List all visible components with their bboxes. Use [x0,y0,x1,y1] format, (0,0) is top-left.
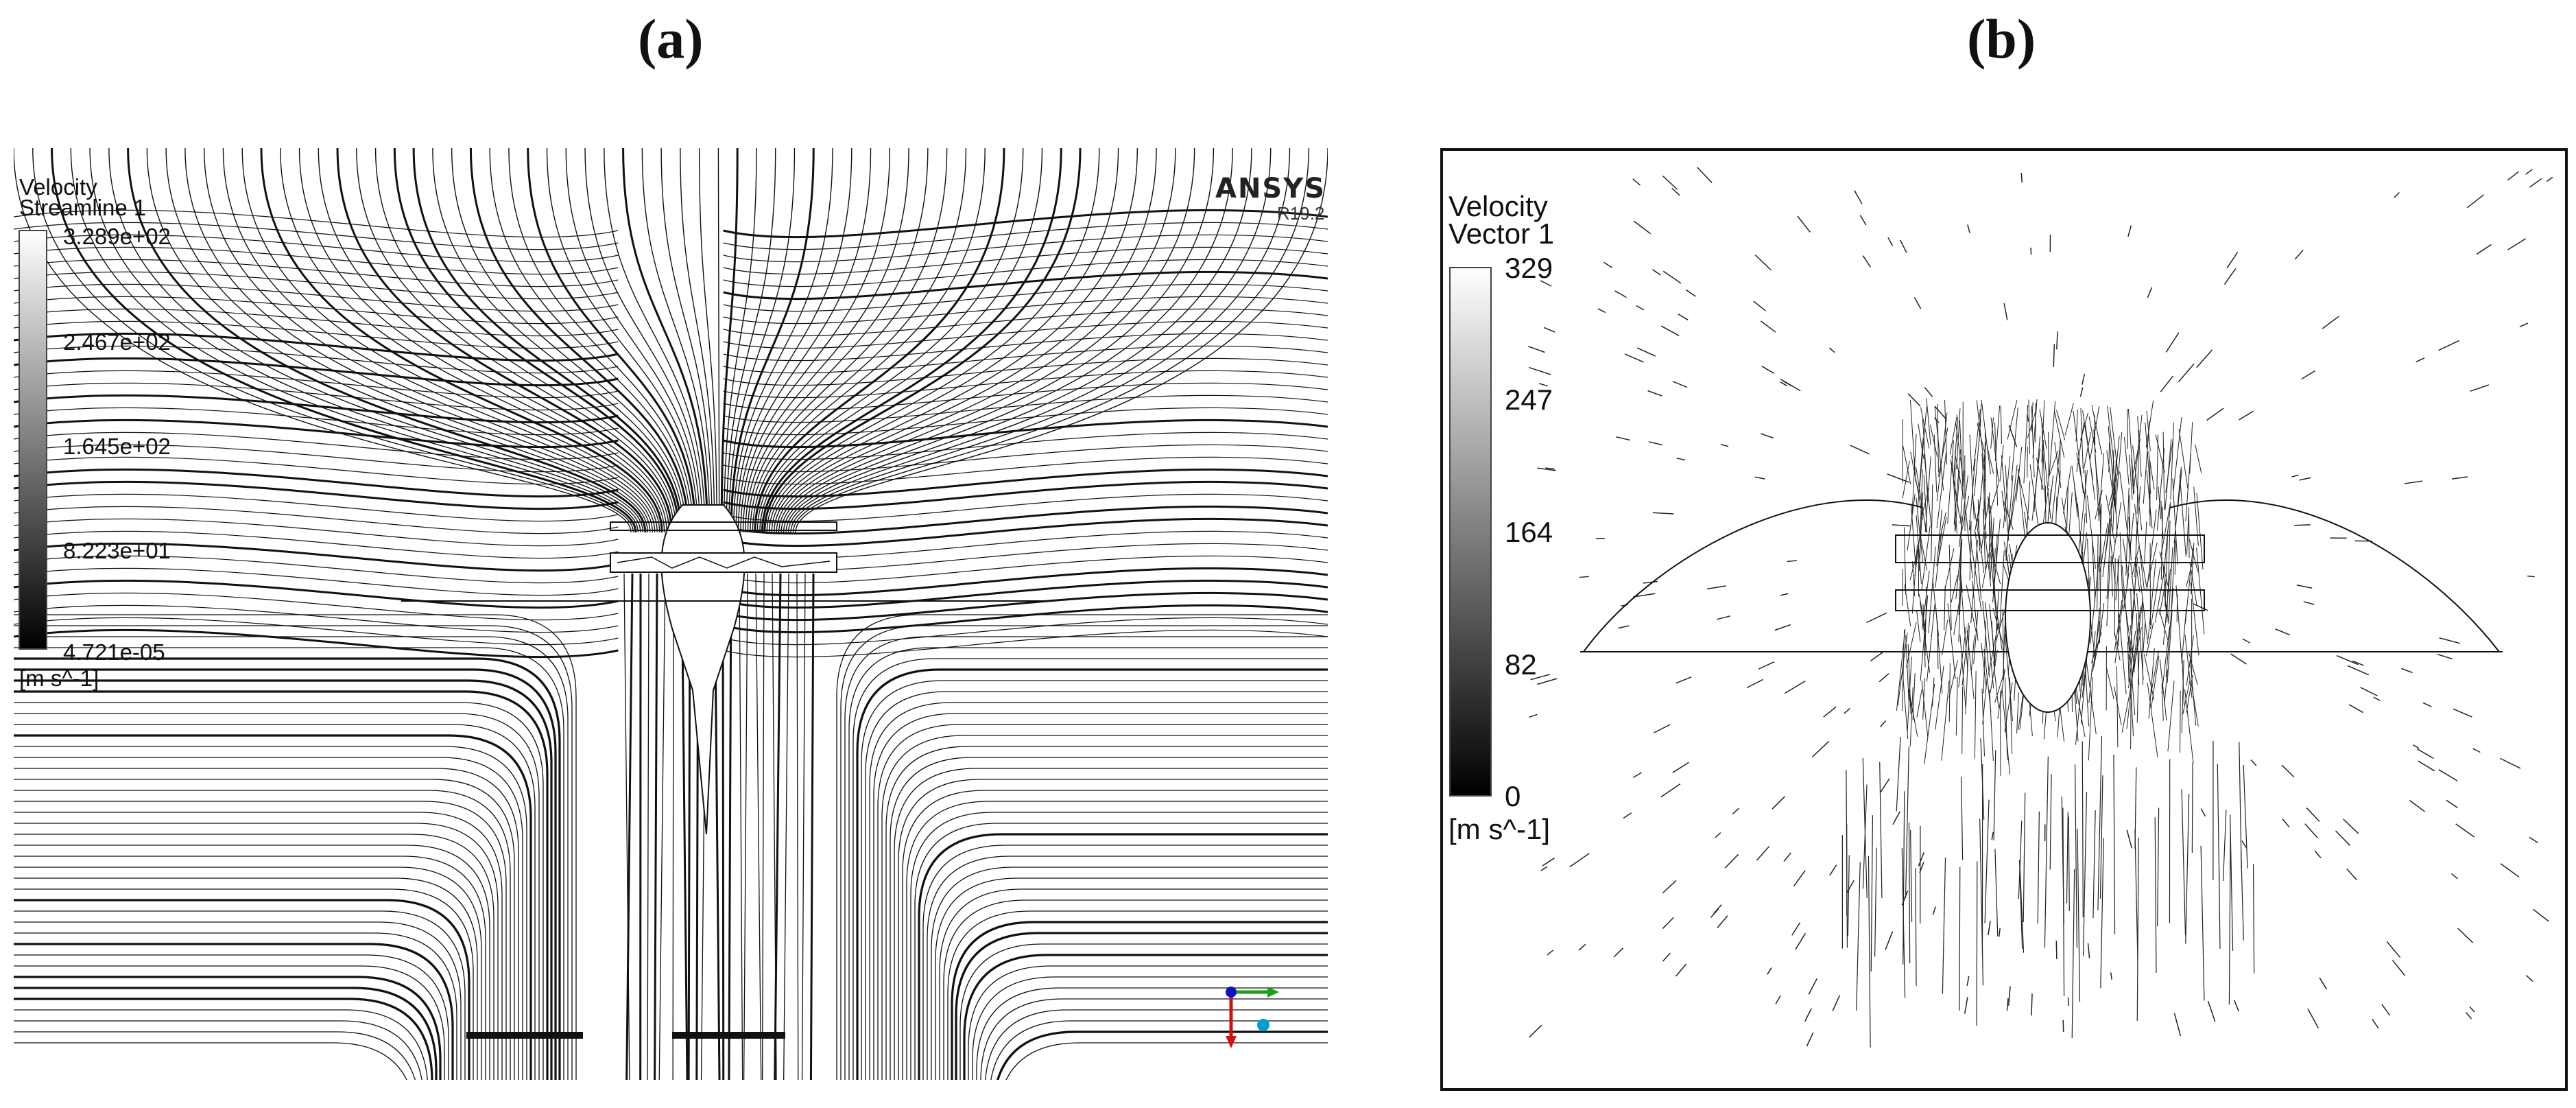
legend-title-vector: Vector 1 [1448,217,1555,250]
legend-unit: [m s^-1] [1448,813,1551,845]
bottom-marker-left [466,1032,583,1039]
legend-tick-2: 247 [1505,384,1553,416]
vector-figure: Velocity Vector 1 329 247 164 82 0 [m s^… [1440,148,2568,1091]
nozzle-body [401,504,1046,835]
legend-tick-5: 4.721e-05 [63,639,165,665]
streamline-plot [14,148,1328,1080]
panel-a-label: (a) [638,8,704,70]
ansys-version: R19.2 [1277,203,1325,224]
streamline-figure: Velocity Streamline 1 3.289e+02 2.467e+0… [14,148,1328,1080]
legend-title-velocity: Velocity [19,174,97,200]
legend-tick-3: 164 [1505,516,1553,548]
legend-unit: [m s^-1] [19,665,99,691]
legend-title-velocity: Velocity [1448,190,1548,222]
legend-tick-5: 0 [1505,780,1521,812]
legend-tick-2: 2.467e+02 [63,329,171,355]
body-outline [1580,499,2503,713]
bottom-marker-right [672,1032,785,1039]
axis-triad [1226,987,1279,1048]
legend-tick-1: 3.289e+02 [63,224,171,249]
legend-tick-3: 1.645e+02 [63,434,171,459]
legend-tick-1: 329 [1505,252,1553,284]
velocity-colorbar [19,230,47,650]
panel-b-label: (b) [1967,8,2036,70]
legend-tick-4: 8.223e+01 [63,538,171,563]
ansys-logo: ANSYS [1215,173,1326,204]
legend-title-streamline: Streamline 1 [19,195,147,220]
vector-plot [1449,167,2553,1048]
legend-tick-4: 82 [1505,648,1537,681]
velocity-colorbar [1449,267,1492,797]
